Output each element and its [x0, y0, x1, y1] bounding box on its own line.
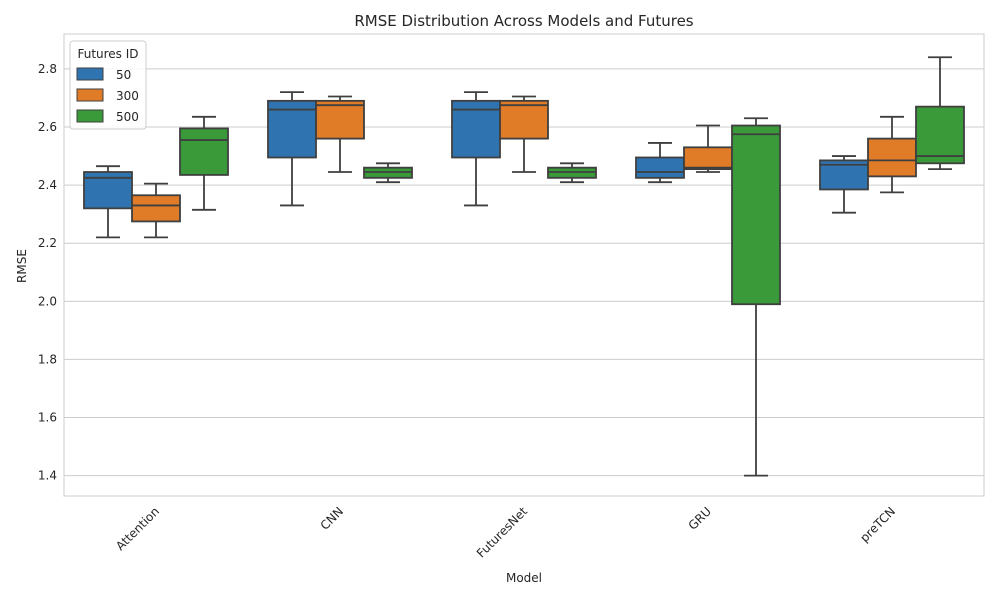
- box-CNN-500: [363, 162, 413, 184]
- x-tick-label: GRU: [686, 504, 715, 533]
- y-tick-label: 1.6: [38, 411, 57, 425]
- iqr-box: [131, 194, 181, 223]
- plot-area-frame: [63, 33, 985, 497]
- iqr-box: [915, 105, 965, 165]
- y-tick-label: 1.4: [38, 469, 57, 483]
- x-tick-label: Attention: [113, 504, 162, 553]
- box-GRU-50: [635, 142, 685, 184]
- y-tick-label: 2.0: [38, 294, 57, 308]
- legend-label-300: 300: [116, 89, 139, 103]
- box-FuturesNet-300: [499, 95, 549, 173]
- iqr-box: [179, 127, 229, 176]
- box-CNN-50: [267, 91, 317, 207]
- y-tick-label: 2.2: [38, 236, 57, 250]
- legend-label-500: 500: [116, 110, 139, 124]
- iqr-box: [635, 156, 685, 179]
- box-CNN-300: [315, 95, 365, 173]
- iqr-box: [867, 137, 917, 178]
- box-preTCN-300: [867, 115, 917, 194]
- box-Attention-50: [83, 165, 133, 239]
- y-tick-label: 2.8: [38, 62, 57, 76]
- box-GRU-500: [731, 117, 781, 477]
- chart-title: RMSE Distribution Across Models and Futu…: [354, 12, 693, 30]
- y-gridlines: [64, 68, 984, 477]
- box-FuturesNet-50: [451, 91, 501, 207]
- box-preTCN-500: [915, 56, 965, 171]
- x-axis-label: Model: [506, 571, 542, 585]
- box-Attention-300: [131, 182, 181, 239]
- legend: Futures ID 50 300 500: [69, 40, 147, 130]
- iqr-box: [683, 146, 733, 171]
- iqr-box: [315, 99, 365, 140]
- iqr-box: [731, 124, 781, 306]
- y-tick-label: 1.8: [38, 352, 57, 366]
- legend-swatch-50: [76, 67, 104, 81]
- y-tick-labels: 1.4 1.6 1.8 2.0 2.2 2.4 2.6 2.8: [38, 62, 57, 483]
- legend-frame: [69, 40, 147, 130]
- legend-items: 50 300 500: [76, 67, 139, 124]
- y-tick-label: 2.4: [38, 178, 57, 192]
- legend-label-50: 50: [116, 68, 131, 82]
- box-plot-boxes: [83, 56, 965, 477]
- y-axis-label: RMSE: [15, 249, 29, 283]
- x-tick-label: CNN: [318, 504, 347, 533]
- iqr-box: [499, 99, 549, 140]
- box-FuturesNet-500: [547, 162, 597, 184]
- x-tick-label: preTCN: [857, 504, 898, 545]
- legend-swatch-500: [76, 109, 104, 123]
- legend-swatch-300: [76, 88, 104, 102]
- y-tick-label: 2.6: [38, 120, 57, 134]
- x-tick-label: FuturesNet: [474, 504, 530, 560]
- box-GRU-300: [683, 124, 733, 173]
- legend-title: Futures ID: [77, 47, 138, 61]
- box-preTCN-50: [819, 155, 869, 214]
- box-Attention-500: [179, 115, 229, 211]
- x-tick-labels: Attention CNN FuturesNet GRU preTCN: [113, 504, 898, 560]
